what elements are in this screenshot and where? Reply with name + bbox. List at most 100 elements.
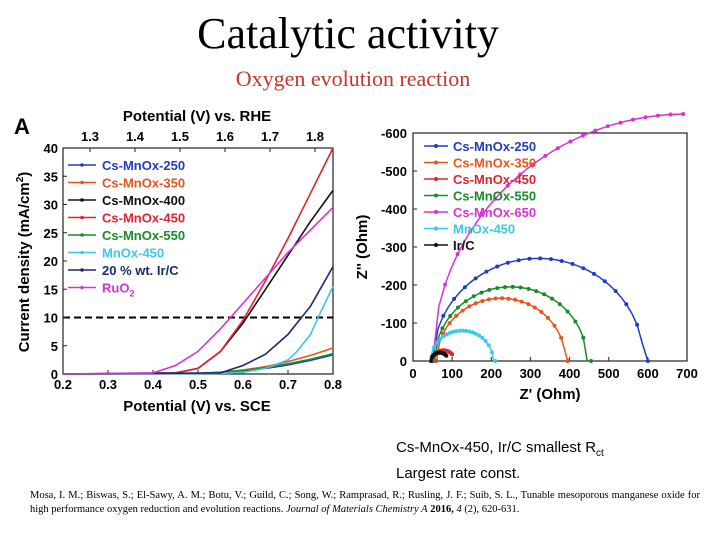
lsv-top-tick-label: 1.4	[126, 129, 145, 144]
nyquist-data-point	[470, 330, 475, 335]
nyquist-data-point	[444, 332, 449, 337]
nyquist-legend-label: Cs-MnOx-450	[453, 172, 536, 187]
nyquist-x-axis-title: Z' (Ohm)	[519, 386, 580, 403]
nyquist-data-point	[493, 296, 498, 301]
nyquist-legend-marker	[434, 160, 438, 165]
nyquist-legend-marker	[434, 193, 438, 198]
lsv-legend-label: MnOx-450	[102, 246, 164, 261]
lsv-legend-marker	[80, 215, 84, 220]
nyquist-data-point	[510, 284, 515, 289]
nyquist-data-point	[624, 302, 629, 307]
lsv-top-tick-label: 1.8	[306, 129, 324, 144]
nyquist-data-point	[443, 282, 448, 287]
nyquist-data-point	[565, 309, 570, 314]
nyquist-y-tick-label: -300	[381, 240, 407, 255]
nyquist-legend-label: Ir/C	[453, 238, 475, 253]
nyquist-data-point	[568, 139, 573, 144]
nyquist-data-point	[534, 289, 539, 294]
nyquist-data-point	[473, 276, 478, 281]
nyquist-data-point	[495, 264, 500, 269]
nyquist-series-line	[429, 329, 496, 362]
lsv-top-tick-label: 1.6	[216, 129, 234, 144]
slide-title: Catalytic activity	[197, 9, 499, 58]
lsv-legend-marker	[80, 285, 84, 290]
lsv-series-line	[62, 286, 334, 375]
lsv-y-axis-title: Current density (mA/cm2)	[15, 172, 33, 353]
nyquist-legend-label: Cs-MnOx-250	[453, 139, 536, 154]
nyquist-data-point	[448, 330, 452, 335]
lsv-legend-label: Cs-MnOx-550	[102, 228, 185, 243]
nyquist-series-line	[433, 286, 592, 362]
nyquist-data-point	[505, 260, 510, 265]
nyquist-data-point	[455, 252, 460, 257]
nyquist-data-point	[565, 359, 570, 363]
lsv-y-tick-label: 5	[51, 339, 58, 354]
nyquist-data-point	[441, 334, 446, 339]
lsv-y-tick-label: 35	[44, 169, 58, 184]
nyquist-data-point	[451, 329, 456, 334]
nyquist-data-point	[602, 279, 607, 284]
nyquist-legend-marker	[434, 144, 438, 148]
nyquist-data-point	[645, 359, 650, 363]
lsv-legend-label: Cs-MnOx-450	[102, 211, 185, 226]
nyquist-data-point	[460, 308, 465, 313]
lsv-x-tick-label: 0.4	[144, 377, 163, 392]
nyquist-data-point	[468, 229, 473, 234]
lsv-top-tick-label: 1.7	[261, 129, 279, 144]
nyquist-data-point	[467, 304, 472, 309]
nyquist-x-tick-label: 400	[559, 366, 581, 381]
nyquist-data-point	[580, 133, 585, 138]
lsv-x-axis-title: Potential (V) vs. SCE	[123, 398, 271, 415]
nyquist-data-point	[573, 319, 578, 324]
nyquist-data-point	[503, 285, 507, 290]
nyquist-x-tick-label: 0	[409, 366, 416, 381]
lsv-legend-label: RuO2	[102, 281, 134, 299]
nyquist-x-tick-label: 700	[676, 366, 698, 381]
nyquist-x-tick-label: 200	[480, 366, 502, 381]
nyquist-data-point	[456, 305, 460, 310]
lsv-x-tick-label: 0.5	[189, 377, 207, 392]
panel-label: A	[14, 114, 30, 139]
lsv-legend-marker	[80, 198, 84, 202]
lsv-top-tick-label: 1.3	[81, 129, 99, 144]
lsv-legend-marker	[80, 268, 84, 272]
nyquist-data-point	[538, 256, 543, 261]
nyquist-data-point	[643, 115, 648, 120]
nyquist-data-point	[483, 339, 488, 343]
nyquist-data-point	[454, 313, 459, 318]
lsv-y-tick-label: 10	[44, 311, 58, 326]
lsv-x-tick-label: 0.8	[324, 377, 342, 392]
nyquist-chart: 0 100 200 300 400 500 600 700 0 -100 -200 -300 -400…	[354, 112, 698, 403]
nyquist-y-axis-title: Z'' (Ohm)	[354, 215, 371, 280]
lsv-legend-marker	[80, 233, 84, 237]
nyquist-data-point	[605, 124, 610, 129]
nyquist-data-point	[429, 359, 433, 363]
nyquist-y-tick-label: -600	[381, 126, 407, 141]
nyquist-data-point	[479, 290, 484, 295]
nyquist-data-point	[493, 359, 498, 363]
nyquist-data-point	[506, 296, 511, 301]
nyquist-data-point	[462, 285, 467, 290]
nyquist-data-point	[447, 321, 452, 326]
lsv-x-tick-label: 0.6	[234, 377, 252, 392]
nyquist-data-point	[542, 292, 547, 297]
nyquist-legend-marker	[434, 210, 438, 214]
nyquist-y-tick-label: -200	[381, 278, 407, 293]
nyquist-data-point	[480, 335, 485, 340]
nyquist-legend-label: Cs-MnOx-650	[453, 205, 536, 220]
nyquist-data-point	[570, 261, 575, 266]
nyquist-data-point	[480, 299, 485, 303]
nyquist-data-point	[559, 259, 564, 263]
lsv-y-tick-label: 15	[44, 282, 58, 297]
lsv-legend-label: 20 % wt. Ir/C	[102, 263, 179, 278]
nyquist-data-point	[441, 313, 446, 318]
nyquist-data-point	[486, 343, 491, 348]
nyquist-data-point	[613, 289, 618, 293]
nyquist-y-tick-label: 0	[400, 354, 407, 369]
nyquist-data-point	[452, 296, 457, 301]
nyquist-data-point	[493, 196, 498, 201]
lsv-legend-label: Cs-MnOx-350	[102, 176, 185, 191]
lsv-legend-marker	[80, 163, 84, 167]
nyquist-data-point	[440, 326, 445, 331]
